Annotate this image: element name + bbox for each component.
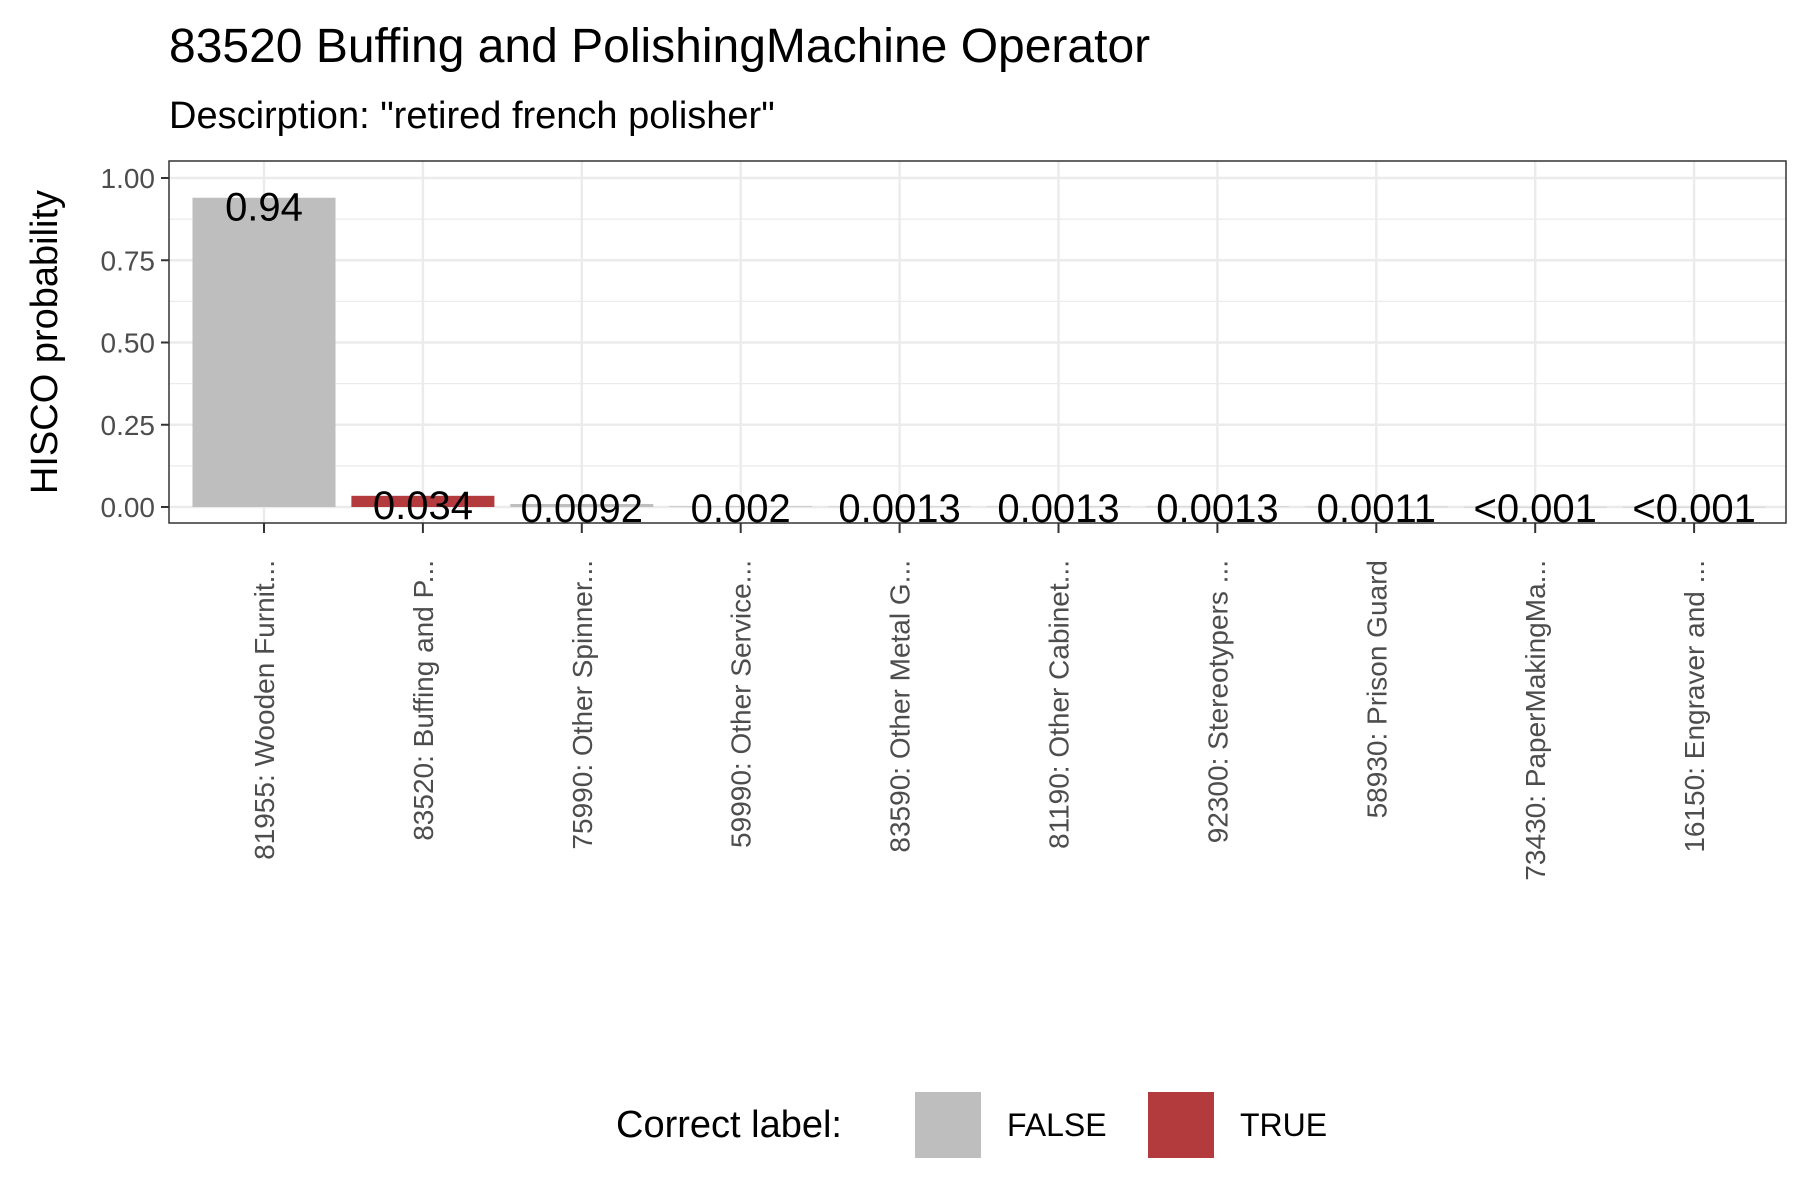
bar-labels: 0.94 0.034 0.0092 0.002 0.0013 0.0013 0.0013 0.…: [225, 186, 1756, 531]
y-tick-label: 0.00: [101, 492, 156, 523]
bar-value-label: 0.0092: [521, 487, 643, 531]
legend: Correct label: FALSE TRUE: [616, 1092, 1327, 1158]
y-axis-label: HISCO probability: [24, 190, 66, 494]
legend-key-true: [1148, 1092, 1214, 1158]
bar: [987, 506, 1130, 508]
bar-value-label: 0.0013: [1156, 487, 1278, 531]
bar-value-label: 0.0013: [838, 487, 960, 531]
y-axis: 0.00 0.25 0.50 0.75 1.00: [101, 163, 169, 523]
x-tick-label: 92300: Stereotypers ...: [1202, 560, 1233, 843]
bar: [1145, 506, 1289, 508]
bar: [510, 503, 654, 507]
x-tick-label: 81190: Other Cabinet...: [1044, 560, 1075, 849]
bar: [1304, 506, 1448, 508]
y-tick-label: 1.00: [101, 163, 156, 194]
bar-value-label: 0.94: [225, 186, 303, 230]
chart-title: 83520 Buffing and PolishingMachine Opera…: [169, 20, 1150, 73]
x-tick-label: 16150: Engraver and ...: [1679, 560, 1710, 853]
grid: [169, 161, 1786, 523]
bar-value-label: 0.0013: [997, 487, 1119, 531]
bar-value-label: <0.001: [1632, 487, 1755, 531]
x-tick-label: 73430: PaperMakingMa...: [1520, 560, 1551, 881]
bar: [828, 506, 972, 508]
bars: [192, 197, 1766, 508]
x-tick-label: 59990: Other Service...: [726, 560, 757, 848]
x-tick-label: 83520: Buffing and P...: [408, 560, 439, 841]
x-tick-label: 81955: Wooden Furnit...: [249, 560, 280, 860]
x-tick-label: 58930: Prison Guard: [1361, 560, 1392, 818]
bar: [1463, 506, 1607, 508]
legend-title: Correct label:: [616, 1104, 842, 1146]
bar-value-label: 0.0011: [1317, 487, 1436, 531]
chart-subtitle: Descirption: "retired french polisher": [169, 95, 775, 137]
x-axis: 81955: Wooden Furnit... 83520: Buffing an…: [249, 523, 1710, 881]
bar: [351, 495, 495, 507]
bar-value-label: <0.001: [1473, 487, 1596, 531]
legend-key-false: [915, 1092, 981, 1158]
legend-label-false: FALSE: [1007, 1107, 1107, 1143]
x-tick-label: 75990: Other Spinner...: [567, 560, 598, 850]
bar: [669, 506, 813, 507]
bar: [1622, 506, 1766, 508]
x-tick-label: 83590: Other Metal G...: [885, 560, 916, 853]
bar: [192, 197, 336, 508]
y-tick-label: 0.25: [101, 410, 156, 441]
legend-label-true: TRUE: [1240, 1107, 1327, 1143]
y-tick-label: 0.75: [101, 245, 156, 276]
bar-value-label: 0.002: [691, 487, 791, 531]
y-tick-label: 0.50: [101, 328, 156, 359]
bar-value-label: 0.034: [373, 484, 473, 528]
